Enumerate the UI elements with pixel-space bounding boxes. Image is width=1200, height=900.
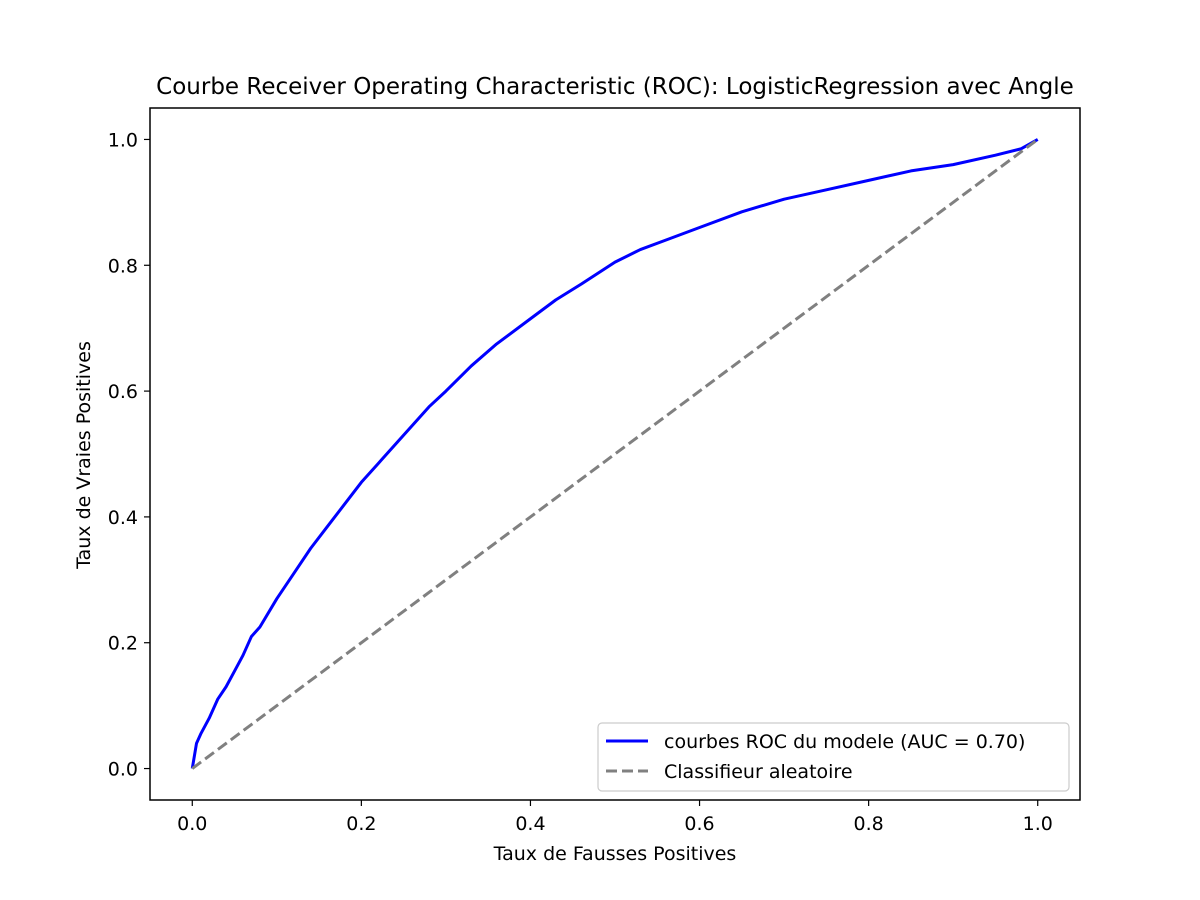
legend-label-2: Classifieur aleatoire — [664, 761, 853, 783]
axes-frame — [149, 107, 1081, 801]
y-tick-label: 0.2 — [108, 633, 138, 655]
x-tick-label: 0.0 — [177, 813, 207, 835]
legend-box — [597, 722, 1070, 792]
x-tick-label: 0.8 — [854, 813, 884, 835]
y-axis: 0.0 0.2 0.4 0.6 0.8 1.0 — [108, 129, 150, 781]
series-line-1 — [190, 138, 1039, 769]
y-axis-title: Taux de Vraies Positives — [73, 341, 95, 570]
x-tick-label: 0.2 — [346, 813, 376, 835]
y-tick-label: 0.8 — [108, 255, 138, 277]
x-tick-label: 0.4 — [515, 813, 545, 835]
legend: courbes ROC du modele (AUC = 0.70) Classi… — [597, 722, 1070, 792]
legend-label-1: courbes ROC du modele (AUC = 0.70) — [664, 731, 1025, 753]
x-tick-label: 1.0 — [1023, 813, 1053, 835]
x-tick-label: 0.6 — [684, 813, 714, 835]
chart-title: Courbe Receiver Operating Characteristic… — [156, 74, 1074, 100]
plot-area — [149, 107, 1081, 801]
y-tick-label: 1.0 — [108, 129, 138, 151]
y-tick-label: 0.4 — [108, 507, 138, 529]
y-tick-label: 0.6 — [108, 381, 138, 403]
x-axis-title: Taux de Fausses Positives — [493, 843, 737, 865]
y-tick-label: 0.0 — [108, 759, 138, 781]
x-axis: 0.0 0.2 0.4 0.6 0.8 1.0 — [177, 800, 1053, 835]
